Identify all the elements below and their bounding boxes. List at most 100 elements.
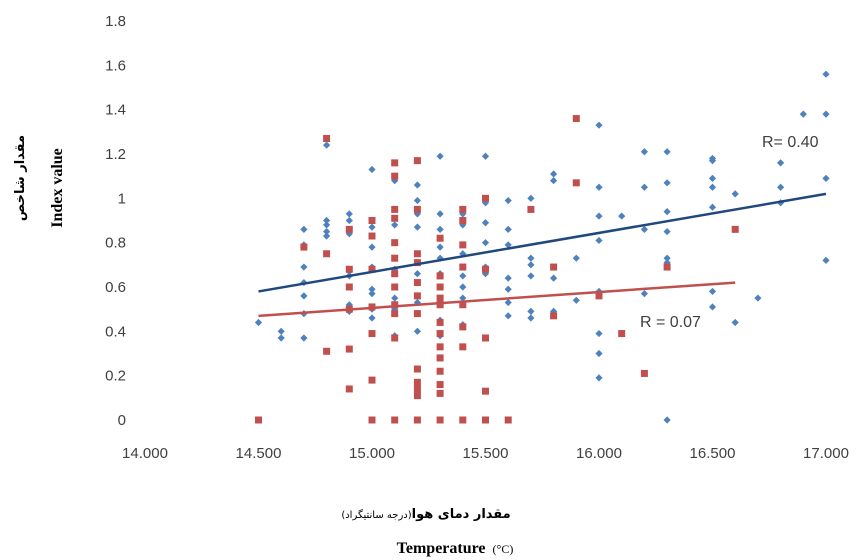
data-point-diamond (323, 216, 331, 225)
x-tick-label: 17.000 (803, 445, 849, 462)
data-point-square (413, 279, 421, 287)
data-point-diamond (504, 298, 512, 307)
data-point-square (345, 385, 353, 393)
data-point-diamond (595, 121, 603, 129)
data-point-diamond (368, 243, 376, 251)
data-point-square (436, 343, 444, 351)
data-point-square (413, 250, 421, 258)
data-point-diamond (391, 221, 399, 229)
data-point-square (413, 310, 421, 318)
x-tick-label: 14.000 (122, 445, 168, 462)
data-point-diamond (663, 208, 671, 216)
data-point-square (459, 301, 467, 309)
data-point-diamond (595, 374, 603, 382)
data-point-diamond (708, 174, 717, 182)
data-point-diamond (777, 159, 785, 167)
y-axis-label-english: Index value (49, 148, 66, 228)
data-point-diamond (799, 110, 807, 118)
data-point-diamond (822, 70, 830, 78)
data-point-diamond (391, 294, 399, 302)
data-point-diamond (368, 223, 376, 231)
data-point-square (391, 205, 399, 213)
data-point-diamond (527, 314, 535, 322)
data-point-square (323, 134, 331, 142)
y-tick-label: 0.6 (105, 279, 126, 296)
data-point-square (459, 343, 467, 351)
data-point-diamond (413, 270, 421, 278)
y-tick-label: 1.4 (105, 102, 126, 119)
y-tick-label: 0 (118, 412, 126, 429)
data-point-square (618, 330, 626, 338)
data-point-square (459, 241, 467, 249)
data-point-square (368, 330, 376, 338)
x-axis-label-unit: (°C) (493, 542, 514, 556)
data-point-diamond (595, 212, 603, 220)
data-point-square (391, 214, 399, 222)
x-axis-label-english: Temperature (°C) (397, 540, 514, 557)
data-point-diamond (436, 225, 444, 233)
data-point-diamond (436, 243, 444, 251)
data-point-square (436, 367, 444, 375)
data-point-square (482, 334, 489, 342)
y-axis-label-persian: مقدار شاخص (13, 135, 28, 221)
x-tick-label: 16.000 (576, 445, 622, 462)
data-point-diamond (708, 183, 717, 191)
data-point-square (345, 283, 353, 291)
data-point-square (323, 250, 331, 258)
data-point-square (436, 283, 444, 291)
data-point-square (436, 381, 444, 389)
data-point-square (391, 416, 399, 424)
data-point-diamond (504, 285, 512, 293)
data-point-diamond (481, 152, 490, 160)
data-point-diamond (504, 241, 512, 249)
data-point-diamond (822, 256, 830, 264)
data-point-square (413, 365, 421, 373)
trend-lines (258, 192, 827, 318)
data-point-square (436, 318, 444, 326)
data-point-square (391, 159, 399, 167)
data-point-diamond (663, 254, 671, 262)
data-point-square (345, 345, 353, 353)
data-point-square (391, 270, 399, 278)
data-point-diamond (254, 318, 263, 327)
y-tick-label: 0.2 (105, 368, 126, 385)
data-point-diamond (708, 203, 717, 211)
data-point-square (368, 376, 376, 384)
data-point-diamond (663, 259, 671, 267)
data-point-square (391, 239, 399, 247)
data-point-square (504, 416, 512, 424)
data-point-diamond (368, 165, 376, 174)
data-point-diamond (822, 174, 830, 182)
trend-line-blue (258, 192, 827, 293)
data-point-square (436, 294, 444, 302)
data-point-diamond (663, 227, 671, 236)
data-point-square (482, 387, 489, 395)
x-axis-label-persian: مقدار دمای هوا (درجه سانتیگراد) (341, 505, 510, 522)
data-point-diamond (504, 312, 512, 320)
data-point-diamond (504, 196, 512, 205)
data-point-square (323, 347, 331, 355)
data-point-square (413, 378, 421, 386)
data-point-square (255, 416, 262, 424)
data-point-square (436, 234, 444, 242)
data-point-diamond (640, 148, 648, 156)
data-point-diamond (640, 290, 648, 298)
data-point-diamond (277, 334, 285, 342)
data-point-diamond (595, 349, 603, 358)
data-point-diamond (708, 303, 717, 311)
x-axis-label-persian-unit: (درجه سانتیگراد) (341, 509, 411, 521)
data-point-square (391, 310, 399, 318)
data-point-square (731, 225, 739, 233)
data-point-diamond (822, 110, 830, 118)
data-point-diamond (436, 254, 444, 262)
x-axis-label-text: Temperature (397, 540, 486, 557)
data-point-diamond (368, 285, 376, 293)
data-point-diamond (459, 294, 467, 302)
data-point-diamond (550, 177, 558, 185)
data-point-diamond (663, 179, 671, 187)
data-point-square (436, 272, 444, 280)
data-point-diamond (300, 225, 308, 233)
y-axis-ticks: 0 0.2 0.4 0.6 0.8 1 1.2 1.4 1.6 1.8 (105, 13, 126, 429)
data-point-diamond (550, 307, 558, 315)
